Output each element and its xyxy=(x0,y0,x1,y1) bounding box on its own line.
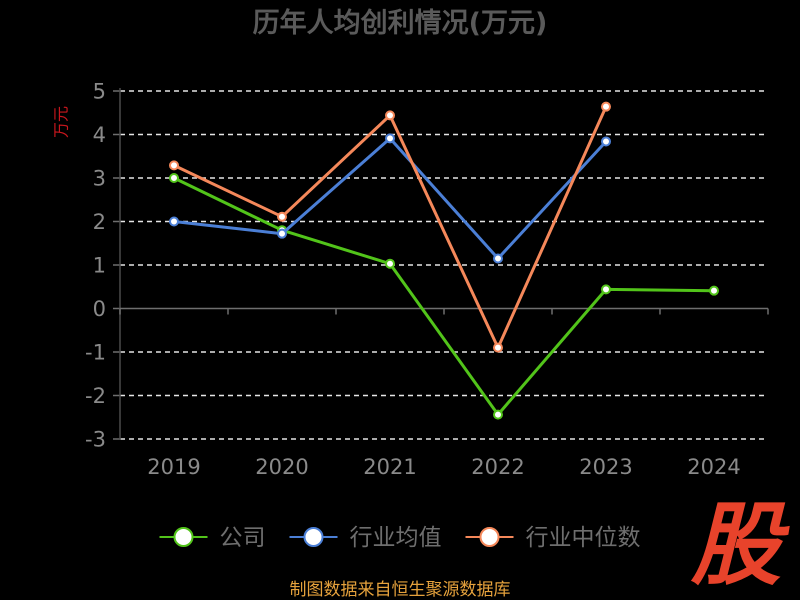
y-axis-label: 万元 xyxy=(52,106,71,138)
series-0-line xyxy=(172,176,716,417)
series-0 xyxy=(169,173,719,420)
series-2-point xyxy=(277,211,287,222)
y-tick-label: 3 xyxy=(93,167,106,191)
x-tick-label: 2024 xyxy=(687,455,740,479)
y-tick-label: -3 xyxy=(85,428,106,452)
x-tick-label: 2023 xyxy=(579,455,632,479)
y-tick-label: 0 xyxy=(93,297,106,321)
legend-item-2[interactable]: 行业中位数 xyxy=(465,525,641,551)
y-tick-label: -1 xyxy=(85,341,106,365)
x-tick-label: 2020 xyxy=(255,455,308,479)
y-tick-label: 2 xyxy=(93,210,106,234)
legend-label: 行业均值 xyxy=(350,525,442,551)
series-0-point xyxy=(169,173,179,183)
x-tick-label: 2022 xyxy=(471,455,524,479)
gridlines xyxy=(120,90,768,440)
legend-circle-icon xyxy=(173,527,194,547)
series-0-point xyxy=(601,284,611,295)
y-tick-label: -2 xyxy=(85,384,106,408)
chart-title: 历年人均创利情况(万元) xyxy=(253,7,548,39)
series-1-point xyxy=(601,136,611,147)
series-1-point xyxy=(169,216,179,227)
y-tick-labels: 5 4 3 2 1 0 -1 -2 -3 xyxy=(85,80,106,452)
x-tick-label: 2021 xyxy=(363,455,416,479)
legend-item-1[interactable]: 行业均值 xyxy=(289,525,442,551)
y-tick-label: 1 xyxy=(93,254,106,278)
legend-item-0[interactable]: 公司 xyxy=(159,525,266,551)
legend-label: 行业中位数 xyxy=(526,525,641,551)
footer-source: 制图数据来自恒生聚源数据库 xyxy=(290,580,511,600)
y-tick-label: 5 xyxy=(93,80,106,104)
x-tick-label: 2019 xyxy=(147,455,200,479)
logo: 股 xyxy=(690,493,790,598)
series-0-point xyxy=(493,409,503,420)
series-0-point xyxy=(709,285,719,296)
series-0-point xyxy=(385,258,395,269)
legend: 公司 行业均值 行业中位数 xyxy=(159,525,641,551)
series-1 xyxy=(169,133,611,264)
series-2-point xyxy=(493,342,503,353)
series-lines xyxy=(169,101,719,420)
x-tick-labels: 2019 2020 2021 2022 2023 2024 xyxy=(147,455,740,479)
legend-circle-icon xyxy=(479,527,500,547)
legend-circle-icon xyxy=(303,527,324,547)
series-1-line xyxy=(172,136,608,260)
series-2-point xyxy=(169,160,179,171)
series-2-point xyxy=(601,101,611,112)
y-tick-label: 4 xyxy=(93,123,106,147)
series-1-point xyxy=(493,253,503,264)
series-1-point xyxy=(277,228,287,239)
series-2-point xyxy=(385,110,395,121)
series-1-point xyxy=(385,133,395,144)
series-2 xyxy=(169,101,611,353)
axes xyxy=(113,88,769,440)
legend-label: 公司 xyxy=(220,525,266,551)
